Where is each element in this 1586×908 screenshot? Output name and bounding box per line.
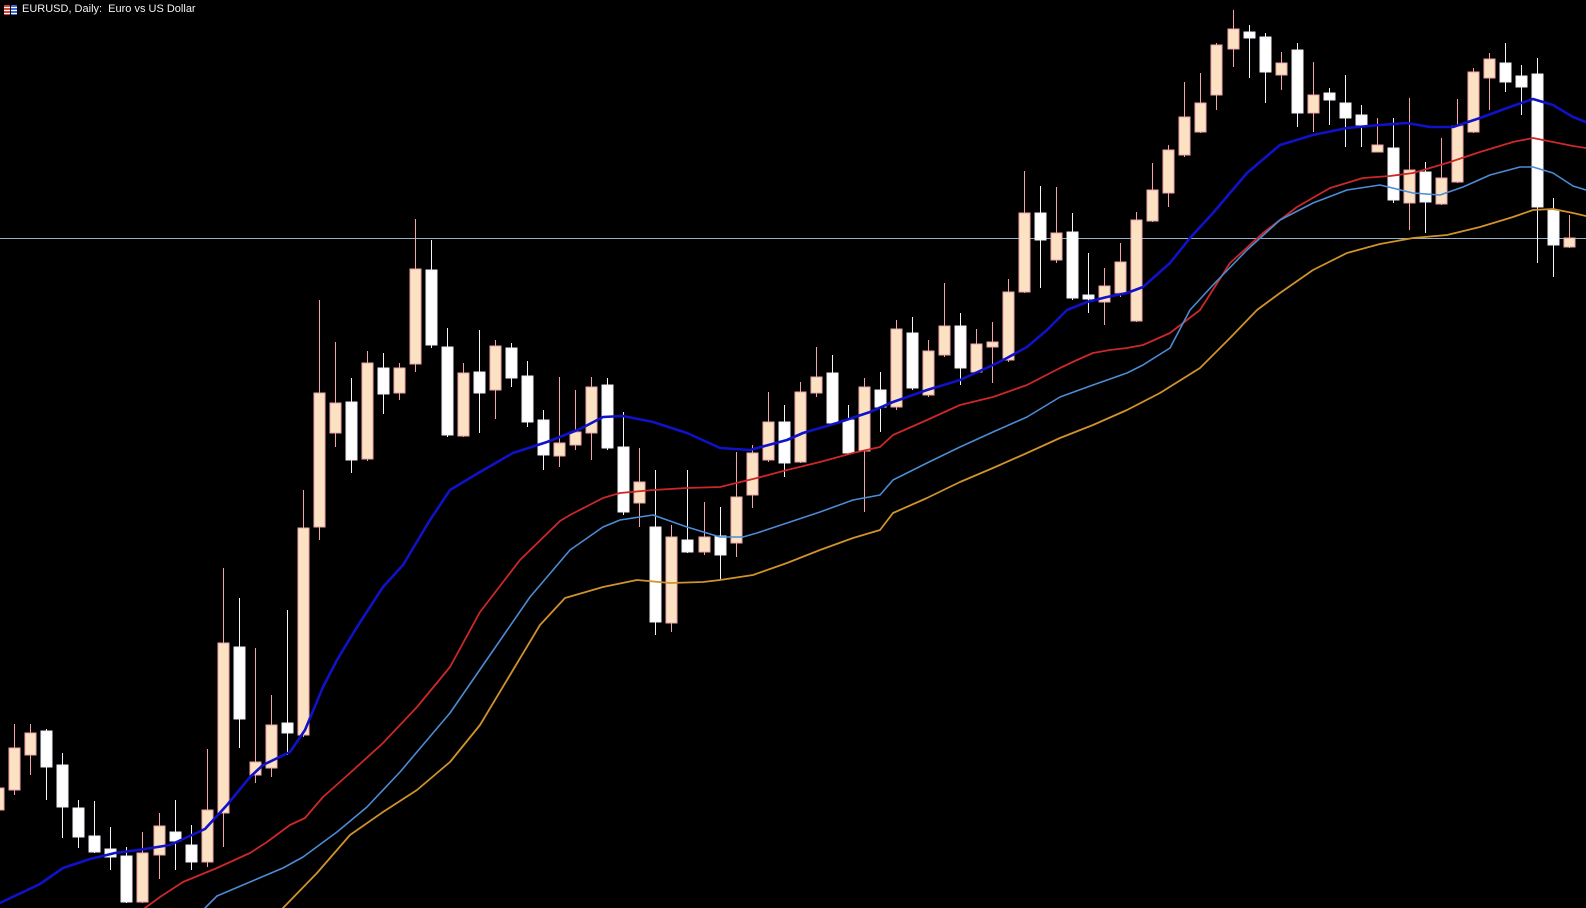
ma-light-blue [204, 166, 1586, 908]
ma-dark-blue [0, 97, 1586, 905]
ma-red [144, 137, 1586, 908]
ma-orange [282, 208, 1586, 908]
